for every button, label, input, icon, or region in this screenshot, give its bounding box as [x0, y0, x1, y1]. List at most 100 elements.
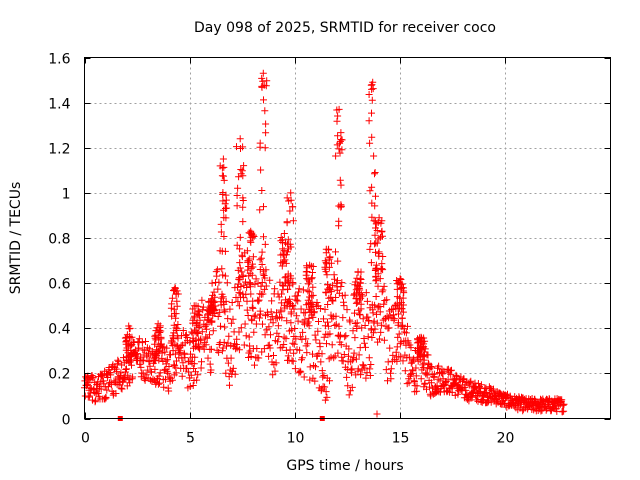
- data-point: [341, 291, 349, 299]
- data-point: [307, 262, 315, 270]
- data-point: [165, 373, 173, 381]
- data-point: [348, 383, 356, 391]
- data-point: [173, 302, 181, 310]
- data-point: [371, 325, 379, 333]
- data-point: [466, 378, 474, 386]
- data-point: [263, 326, 271, 334]
- data-point: [397, 353, 405, 361]
- data-point: [337, 129, 345, 137]
- data-point: [306, 308, 314, 316]
- data-point: [247, 353, 255, 360]
- data-point: [252, 320, 260, 328]
- data-point: [387, 365, 395, 373]
- data-point: [379, 266, 387, 274]
- data-point: [260, 345, 268, 353]
- data-point: [340, 351, 348, 358]
- data-point: [138, 356, 146, 364]
- data-point: [376, 275, 384, 283]
- data-point: [243, 247, 251, 255]
- data-point: [208, 279, 216, 287]
- data-point: [369, 85, 377, 93]
- data-point: [560, 407, 568, 415]
- data-point: [340, 302, 348, 310]
- data-point: [318, 367, 326, 375]
- data-point: [371, 169, 379, 176]
- data-point: [260, 233, 267, 241]
- data-point: [359, 361, 367, 369]
- data-point: [359, 315, 367, 323]
- y-tick-label: 1.6: [48, 52, 70, 68]
- data-point: [123, 365, 130, 373]
- data-point: [374, 338, 382, 346]
- data-point: [268, 297, 276, 305]
- data-point: [281, 274, 289, 282]
- data-point: [308, 274, 316, 282]
- data-point: [237, 145, 244, 152]
- y-tick-label: 1: [62, 187, 71, 203]
- data-point: [427, 363, 435, 370]
- data-point: [253, 345, 261, 352]
- data-point: [248, 317, 256, 325]
- data-point: [286, 346, 294, 354]
- data-point: [420, 352, 428, 360]
- data-point: [323, 340, 330, 348]
- data-point: [305, 314, 313, 322]
- y-tick-label: 0.2: [48, 367, 70, 383]
- data-point: [248, 303, 256, 311]
- data-point: [356, 279, 364, 287]
- data-point: [189, 316, 197, 324]
- data-point: [284, 352, 292, 360]
- data-point: [559, 401, 567, 409]
- data-point: [377, 328, 385, 336]
- data-point: [320, 315, 327, 323]
- data-point: [368, 96, 376, 104]
- data-point: [245, 333, 253, 341]
- data-point: [462, 386, 470, 394]
- data-point: [167, 304, 175, 312]
- data-point: [365, 91, 373, 98]
- data-point: [343, 306, 351, 314]
- data-point: [309, 283, 317, 291]
- data-point: [236, 264, 244, 272]
- data-point: [291, 325, 299, 332]
- data-point: [287, 189, 295, 197]
- data-point: [117, 384, 125, 392]
- data-point: [170, 329, 178, 337]
- x-tick-label: 0: [81, 431, 90, 447]
- data-point: [293, 312, 301, 320]
- data-point: [368, 133, 376, 141]
- data-point: [248, 271, 256, 279]
- data-point: [122, 338, 130, 346]
- data-point: [242, 332, 250, 340]
- data-point: [208, 317, 216, 325]
- data-point: [195, 308, 203, 316]
- data-point: [394, 305, 402, 313]
- data-point: [294, 297, 302, 305]
- data-point: [332, 312, 340, 320]
- data-point: [227, 341, 235, 349]
- data-point: [265, 323, 273, 331]
- data-point: [362, 374, 370, 382]
- data-point: [208, 302, 216, 310]
- data-point: [283, 194, 291, 202]
- data-point: [345, 352, 352, 360]
- data-point: [286, 207, 294, 215]
- data-point: [278, 290, 285, 298]
- data-point: [289, 280, 297, 288]
- data-point: [265, 352, 273, 360]
- data-point: [393, 285, 401, 293]
- data-point: [323, 260, 331, 268]
- data-point: [122, 366, 130, 373]
- data-point: [125, 322, 133, 330]
- data-point: [124, 371, 132, 379]
- data-point: [323, 393, 331, 401]
- data-point: [404, 322, 411, 330]
- data-point: [335, 322, 343, 330]
- data-point: [190, 360, 198, 368]
- data-point: [255, 296, 263, 304]
- data-point: [260, 81, 268, 89]
- data-point: [193, 329, 201, 337]
- data-point: [130, 339, 138, 346]
- data-point: [317, 358, 325, 366]
- data-point: [156, 379, 163, 387]
